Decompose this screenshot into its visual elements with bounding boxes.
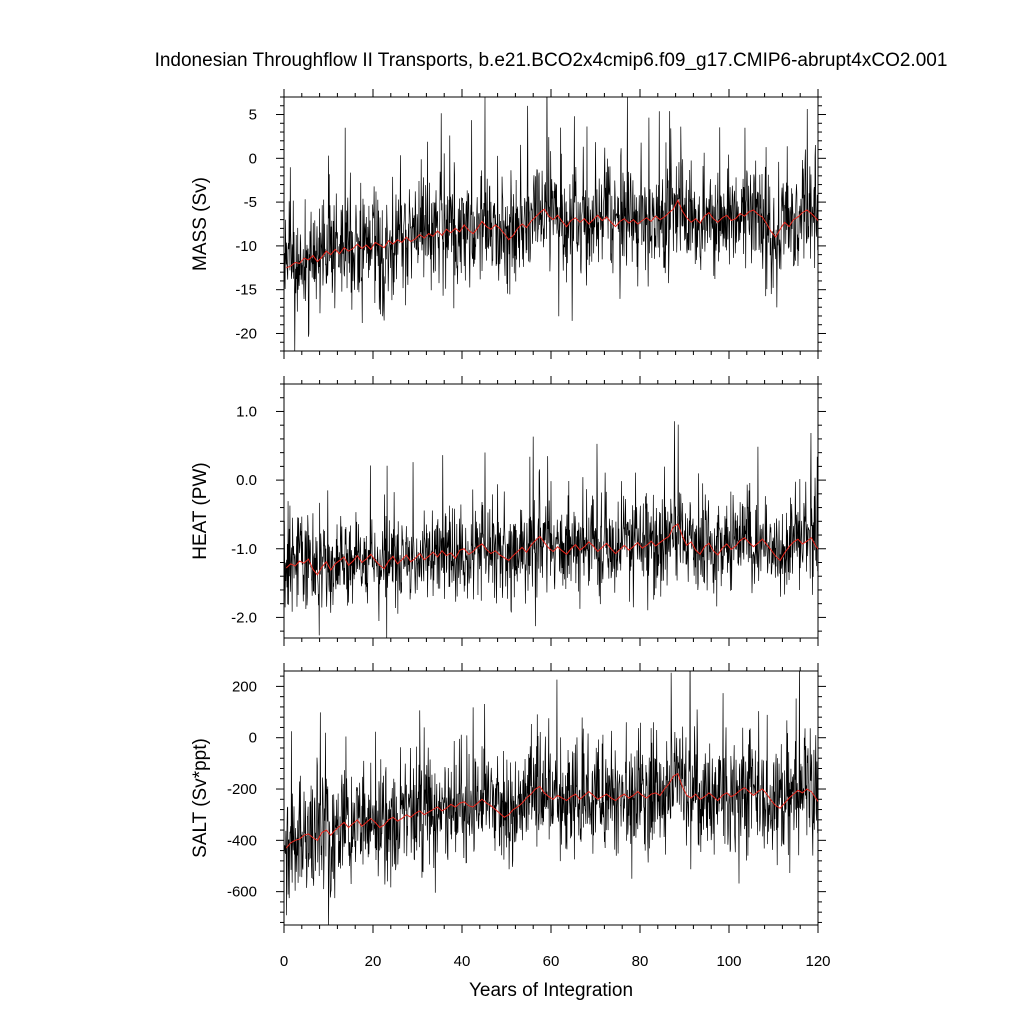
y-tick-label: 1.0 — [236, 403, 257, 420]
y-axis-label: SALT (Sv*ppt) — [190, 738, 211, 858]
chart-title: Indonesian Throughflow II Transports, b.… — [155, 50, 948, 71]
y-tick-label: 0 — [249, 150, 257, 167]
series-monthly-line — [284, 671, 818, 925]
panel-salt: 200 0 -200 -400 -600 SALT (Sv*ppt) 0 20 40 60 80 10… — [190, 663, 831, 970]
y-tick-label: -200 — [227, 781, 257, 798]
series-monthly-line — [284, 97, 818, 351]
y-tick-label: -2.0 — [231, 609, 257, 626]
y-tick-label: -400 — [227, 832, 257, 849]
y-axis-label: HEAT (PW) — [190, 462, 211, 559]
x-tick-label: 100 — [716, 953, 741, 970]
y-tick-label: -10 — [235, 238, 257, 255]
y-tick-label: 200 — [232, 678, 257, 695]
panel-heat: 1.0 0.0 -1.0 -2.0 HEAT (PW) — [190, 376, 826, 646]
x-tick-label: 20 — [365, 953, 382, 970]
series-annual-mean-line — [286, 199, 818, 269]
series-annual-mean-line — [285, 523, 818, 576]
y-tick-label: -1.0 — [231, 541, 257, 558]
x-tick-label: 0 — [280, 953, 288, 970]
y-axis-label: MASS (Sv) — [190, 177, 211, 271]
x-tick-label: 40 — [454, 953, 471, 970]
x-tick-label: 80 — [632, 953, 649, 970]
y-tick-label: 0 — [249, 730, 257, 747]
y-tick-label: -600 — [227, 884, 257, 901]
y-tick-label: 5 — [249, 107, 257, 124]
panel-mass: 5 0 -5 -10 -15 -20 MASS (Sv) — [190, 89, 826, 359]
y-tick-label: -15 — [235, 282, 257, 299]
series-monthly-line — [284, 421, 818, 638]
y-tick-label: -5 — [244, 194, 257, 211]
x-tick-label: 60 — [543, 953, 560, 970]
y-tick-label: 0.0 — [236, 472, 257, 489]
y-tick-label: -20 — [235, 325, 257, 342]
series-annual-mean-line — [285, 772, 818, 849]
x-tick-label: 120 — [805, 953, 830, 970]
x-axis-label: Years of Integration — [469, 980, 633, 1001]
